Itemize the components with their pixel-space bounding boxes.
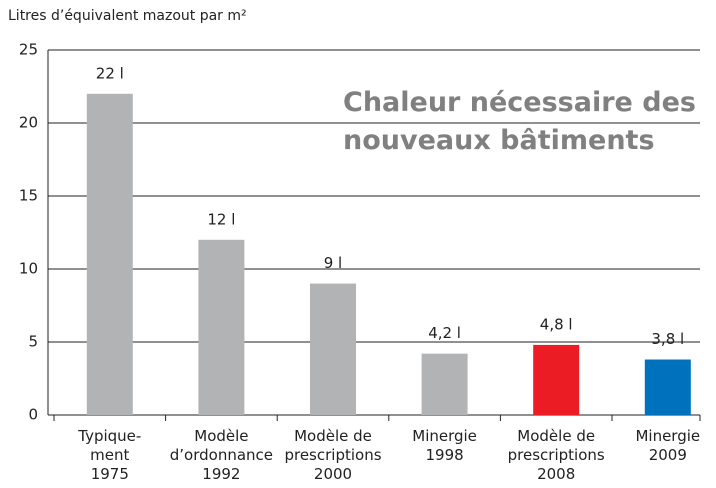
x-tick-label: Modèle de prescriptions 2000 xyxy=(284,427,382,483)
x-tick-label: Modèle de prescriptions 2008 xyxy=(507,427,605,483)
value-label: 3,8 l xyxy=(651,330,684,348)
bar xyxy=(86,93,133,416)
y-tick-label: 20 xyxy=(19,114,38,132)
value-label: 9 l xyxy=(324,254,342,272)
value-label: 12 l xyxy=(207,210,235,228)
y-axis-label: Litres d’équivalent mazout par m² xyxy=(8,8,247,24)
bar xyxy=(533,344,580,415)
x-tick-label: Minergie 1998 xyxy=(412,427,477,464)
value-label: 22 l xyxy=(96,64,124,82)
bar xyxy=(310,283,356,415)
bar xyxy=(198,239,245,415)
chart-title: Chaleur nécessaire des nouveaux bâtiment… xyxy=(343,87,696,156)
bar xyxy=(421,353,468,415)
y-tick-label: 5 xyxy=(28,333,38,351)
y-tick-label: 0 xyxy=(28,406,38,424)
y-tick-label: 15 xyxy=(19,187,38,205)
value-label: 4,8 l xyxy=(540,315,573,333)
y-tick-label: 25 xyxy=(19,41,38,59)
y-tick-label: 10 xyxy=(19,260,38,278)
value-label: 4,2 l xyxy=(428,324,461,342)
x-tick-label: Typique- ment 1975 xyxy=(78,427,142,483)
x-tick-label: Modèle d’ordonnance 1992 xyxy=(169,427,274,483)
x-tick-label: Minergie 2009 xyxy=(635,427,701,464)
bar xyxy=(644,359,691,415)
